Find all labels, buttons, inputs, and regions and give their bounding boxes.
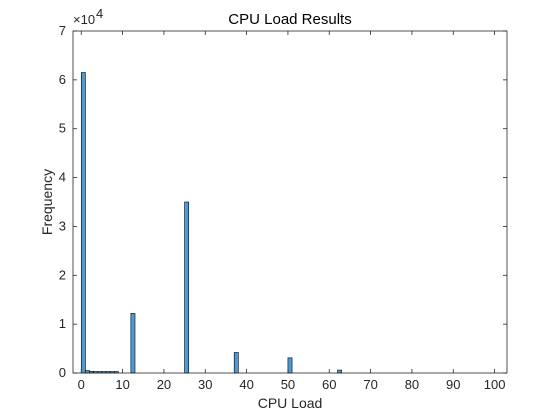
y-tick-label: 7: [59, 23, 66, 38]
plot-area: [73, 31, 507, 373]
y-exponent-base: ×10: [73, 12, 95, 27]
x-tick-label: 80: [405, 377, 419, 392]
histogram-bar: [184, 201, 190, 374]
x-tick-label: 50: [281, 377, 295, 392]
x-tick-label: 70: [363, 377, 377, 392]
axes-layer: [72, 30, 508, 374]
y-tick-label: 5: [59, 121, 66, 136]
y-tick-label: 1: [59, 316, 66, 331]
x-tick-label: 30: [198, 377, 212, 392]
x-tick-label: 0: [78, 377, 85, 392]
histogram-bar: [80, 72, 86, 374]
x-tick-label: 90: [446, 377, 460, 392]
histogram-bar: [287, 357, 293, 374]
histogram-bar: [130, 313, 136, 374]
y-ticks: 0 1 2 3 4 5 6 7: [59, 23, 507, 380]
y-tick-label: 3: [59, 218, 66, 233]
x-tick-label: 40: [239, 377, 253, 392]
histogram-bar: [337, 369, 342, 374]
chart-title: CPU Load Results: [228, 11, 351, 28]
y-tick-label: 2: [59, 267, 66, 282]
x-tick-label: 20: [157, 377, 171, 392]
axes-box: [72, 30, 508, 374]
x-axis-label: CPU Load: [258, 395, 323, 411]
y-exponent-power: 4: [96, 6, 103, 21]
x-tick-label: 60: [322, 377, 336, 392]
y-tick-label: 0: [59, 365, 66, 380]
x-tick-label: 100: [484, 377, 506, 392]
y-axis-label: Frequency: [39, 169, 55, 235]
histogram-bar: [233, 352, 239, 374]
x-ticks: 0 10 20 30 40 50 60 70 80 90 100: [78, 31, 506, 392]
y-tick-label: 6: [59, 72, 66, 87]
x-tick-label: 10: [115, 377, 129, 392]
y-tick-label: 4: [59, 170, 66, 185]
